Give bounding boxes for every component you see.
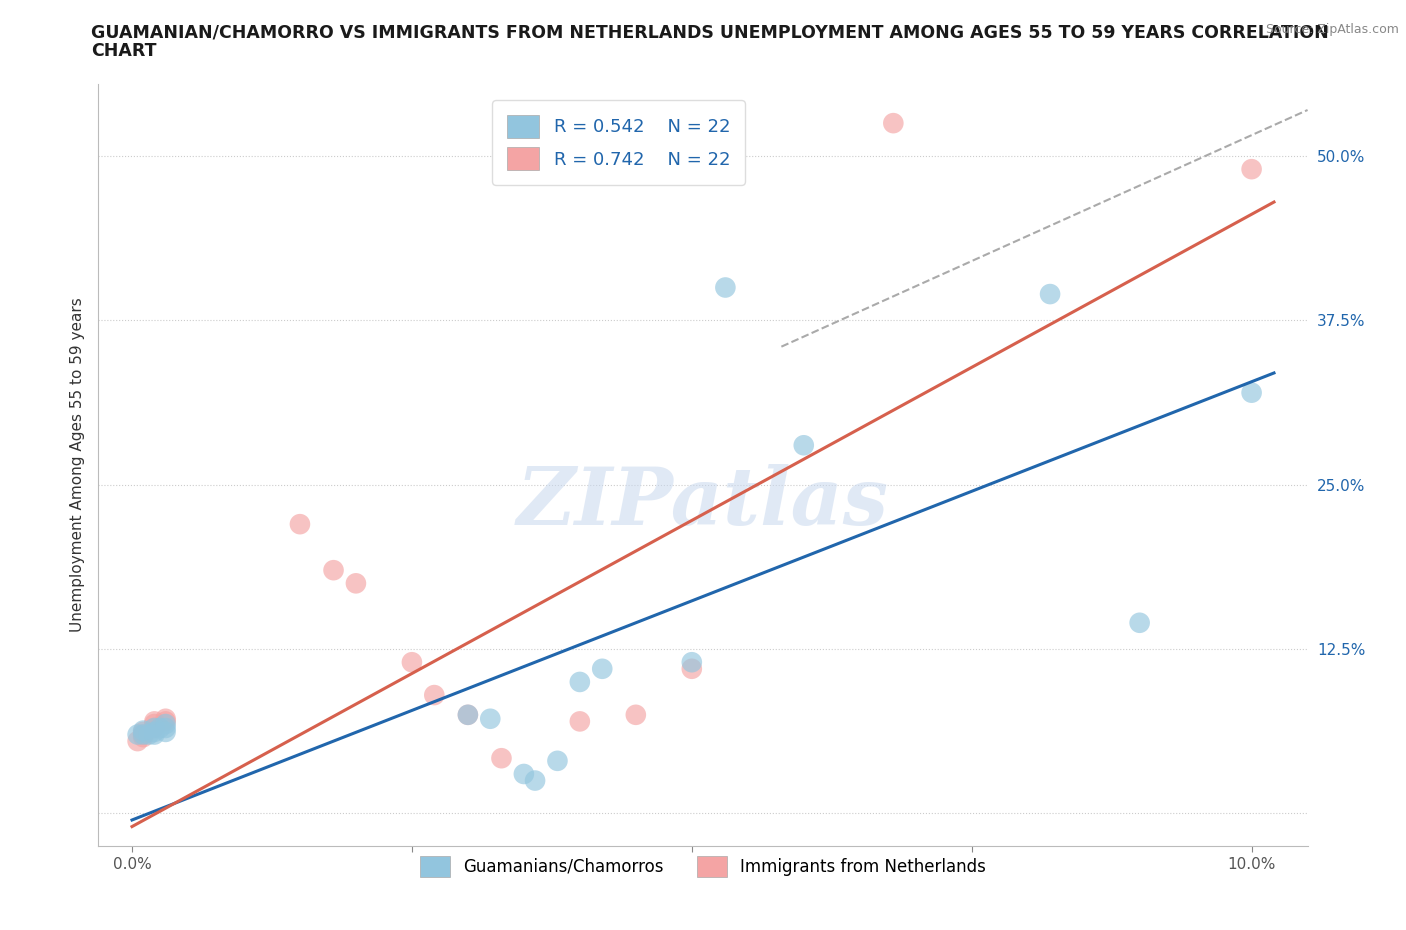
Point xyxy=(423,687,446,702)
Point xyxy=(681,661,703,676)
Point xyxy=(143,717,166,732)
Point xyxy=(132,724,155,738)
Point xyxy=(624,708,647,723)
Point xyxy=(344,576,367,591)
Text: Source: ZipAtlas.com: Source: ZipAtlas.com xyxy=(1265,23,1399,36)
Point xyxy=(882,115,904,130)
Point xyxy=(132,730,155,745)
Point xyxy=(1240,162,1263,177)
Point xyxy=(127,734,149,749)
Point xyxy=(546,753,568,768)
Point xyxy=(155,714,177,729)
Point xyxy=(143,727,166,742)
Point xyxy=(681,655,703,670)
Point xyxy=(479,711,502,726)
Point xyxy=(143,714,166,729)
Point xyxy=(568,674,591,689)
Point xyxy=(1039,286,1062,301)
Point xyxy=(568,714,591,729)
Point xyxy=(155,717,177,732)
Point xyxy=(401,655,423,670)
Point xyxy=(155,721,177,736)
Point xyxy=(132,727,155,742)
Point xyxy=(143,721,166,736)
Point xyxy=(155,711,177,726)
Point xyxy=(288,517,311,532)
Point xyxy=(457,708,479,723)
Point xyxy=(132,727,155,742)
Point xyxy=(491,751,513,765)
Text: GUAMANIAN/CHAMORRO VS IMMIGRANTS FROM NETHERLANDS UNEMPLOYMENT AMONG AGES 55 TO : GUAMANIAN/CHAMORRO VS IMMIGRANTS FROM NE… xyxy=(91,23,1329,41)
Point xyxy=(1240,385,1263,400)
Y-axis label: Unemployment Among Ages 55 to 59 years: Unemployment Among Ages 55 to 59 years xyxy=(69,298,84,632)
Point xyxy=(127,727,149,742)
Point xyxy=(155,724,177,739)
Point xyxy=(591,661,613,676)
Point xyxy=(457,708,479,723)
Point xyxy=(138,727,160,742)
Point xyxy=(793,438,815,453)
Point xyxy=(149,721,172,736)
Point xyxy=(143,721,166,736)
Text: ZIPatlas: ZIPatlas xyxy=(517,464,889,542)
Point xyxy=(524,773,547,788)
Point xyxy=(714,280,737,295)
Point xyxy=(322,563,344,578)
Point xyxy=(143,724,166,739)
Legend: Guamanians/Chamorros, Immigrants from Netherlands: Guamanians/Chamorros, Immigrants from Ne… xyxy=(413,849,993,884)
Point xyxy=(513,766,536,781)
Point xyxy=(132,724,155,739)
Text: CHART: CHART xyxy=(91,42,157,60)
Point xyxy=(1129,616,1152,631)
